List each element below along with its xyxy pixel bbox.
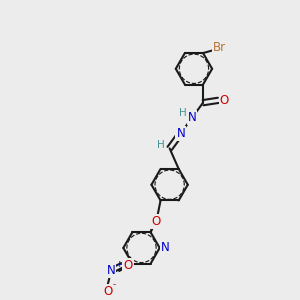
Text: N: N [107,265,116,278]
Text: N: N [176,127,185,140]
Text: H: H [157,140,165,151]
Text: O: O [152,215,161,228]
Text: Br: Br [213,41,226,54]
Text: O: O [103,285,112,298]
Text: O: O [220,94,229,107]
Text: H: H [179,108,187,118]
Text: -: - [113,280,116,290]
Text: +: + [115,260,123,269]
Text: N: N [188,111,196,124]
Text: N: N [160,242,169,254]
Text: O: O [123,259,133,272]
